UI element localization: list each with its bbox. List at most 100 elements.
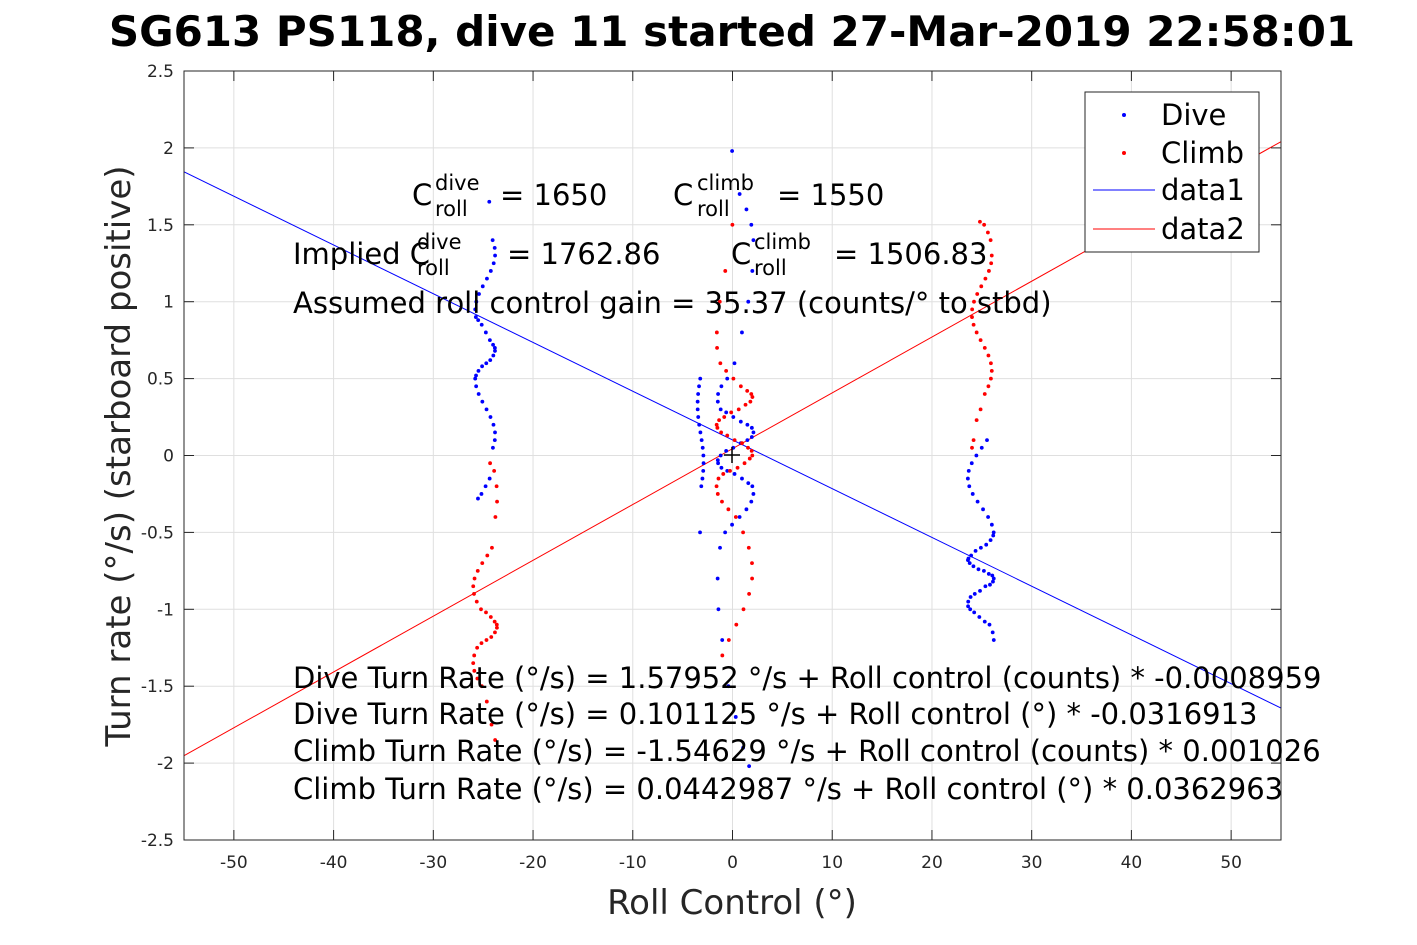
climb-data-point <box>740 441 744 446</box>
axis-ticks: -50 -40 -30 -20 -10 0 10 20 30 40 50-2.5-2-1.5-1-0… <box>141 62 1281 873</box>
dive-data-point <box>700 476 705 481</box>
dive-data-point <box>483 330 488 335</box>
dive-data-point <box>976 567 981 572</box>
climb-data-point <box>716 476 721 481</box>
dive-data-point <box>733 715 738 719</box>
dive-data-point <box>971 564 976 569</box>
dive-data-point <box>986 572 991 576</box>
dive-data-point <box>732 472 737 476</box>
climb-data-point <box>474 599 479 604</box>
dive-data-point <box>983 584 988 589</box>
climb-data-point <box>484 610 488 615</box>
climb-data-point <box>746 545 751 550</box>
dive-data-point <box>483 484 488 489</box>
climb-data-point <box>722 415 727 419</box>
dive-data-point <box>701 453 706 458</box>
dive-data-point <box>725 376 730 381</box>
origin-marker <box>724 447 740 463</box>
climb-data-point <box>729 410 734 415</box>
dive-data-point <box>477 292 481 296</box>
climb-data-point <box>493 630 497 635</box>
dive-data-point <box>991 576 996 581</box>
climb-data-point <box>735 465 740 470</box>
dive-data-point <box>493 430 497 435</box>
dive-data-point <box>974 453 979 458</box>
climb-data-point <box>975 292 980 296</box>
dive-data-point <box>988 582 992 587</box>
climb-data-point <box>726 507 731 512</box>
climb-data-point <box>970 315 974 319</box>
dive-data-point <box>476 318 481 323</box>
legend: Dive Climb data1 data2 <box>1084 91 1260 253</box>
implied-dive-sub: roll <box>417 256 450 280</box>
implied-prefix: Implied C <box>293 237 430 271</box>
dive-data-point <box>493 253 497 258</box>
climb-data-point <box>480 561 485 566</box>
c-dive-sub: roll <box>435 197 468 221</box>
climb-data-point <box>982 392 987 396</box>
climb-data-point <box>717 418 721 423</box>
dive-data-point <box>737 515 742 519</box>
dive-data-point <box>484 361 489 366</box>
dive-data-point <box>487 338 492 343</box>
dive-data-point <box>987 622 992 627</box>
climb-data-point <box>728 468 732 473</box>
c-dive-sup: dive <box>435 171 480 195</box>
climb-data-point <box>974 418 979 423</box>
dive-data-point <box>991 530 996 535</box>
climb-data-point <box>726 638 731 642</box>
dive-data-point <box>476 369 481 373</box>
climb-data-point <box>986 230 990 235</box>
dive-data-point <box>725 468 730 473</box>
dive-data-point <box>751 492 756 496</box>
dive-data-point <box>975 499 980 504</box>
dive-data-point <box>476 392 481 396</box>
c-climb-sub: roll <box>697 197 730 221</box>
x-tick-label: -10 <box>619 853 647 873</box>
climb-data-point <box>978 219 982 224</box>
climb-data-point <box>986 384 991 389</box>
climb-data-point <box>974 330 979 335</box>
dive-data-point <box>480 399 485 404</box>
dive-data-point <box>698 530 702 535</box>
x-tick-label: 20 <box>921 853 943 873</box>
implied-climb-base: C <box>731 237 751 271</box>
dive-data-point <box>730 522 734 527</box>
dive-data-point <box>749 499 754 504</box>
dive-data-point <box>697 384 701 389</box>
dive-data-point <box>698 430 703 435</box>
dive-data-point <box>732 361 737 366</box>
climb-data-point <box>472 576 477 581</box>
climb-data-point <box>715 345 719 350</box>
climb-data-point <box>720 499 724 504</box>
dive-data-point <box>966 468 971 473</box>
y-tick-label: -2.5 <box>141 831 174 851</box>
climb-data-point <box>479 641 484 646</box>
dive-data-point <box>730 149 734 153</box>
dive-data-point <box>479 322 484 327</box>
climb-data-point <box>714 484 719 489</box>
climb-data-point <box>988 238 993 243</box>
dive-data-point <box>696 392 701 396</box>
dive-data-point <box>716 461 720 466</box>
climb-data-point <box>741 530 745 535</box>
dive-data-point <box>490 238 495 243</box>
dive-data-point <box>474 384 479 389</box>
dive-data-point <box>969 461 974 466</box>
c-climb-sup: climb <box>697 171 754 195</box>
climb-data-point <box>715 492 720 496</box>
dive-data-point <box>982 619 987 624</box>
climb-data-point <box>741 607 746 612</box>
dive-data-point <box>480 284 485 289</box>
c-climb-value: = 1550 <box>777 178 884 212</box>
implied-dive-sup: dive <box>417 230 462 254</box>
climb-data-point <box>745 389 750 393</box>
climb-data-point <box>493 515 498 519</box>
dive-data-point <box>493 349 497 353</box>
roll-gain-annotation: Assumed roll control gain = 35.37 (count… <box>293 286 1052 320</box>
c-dive-value: = 1650 <box>500 178 607 212</box>
dive-data-point <box>724 410 729 415</box>
implied-climb-value: = 1506.83 <box>834 237 987 271</box>
climb-data-point <box>749 448 754 453</box>
